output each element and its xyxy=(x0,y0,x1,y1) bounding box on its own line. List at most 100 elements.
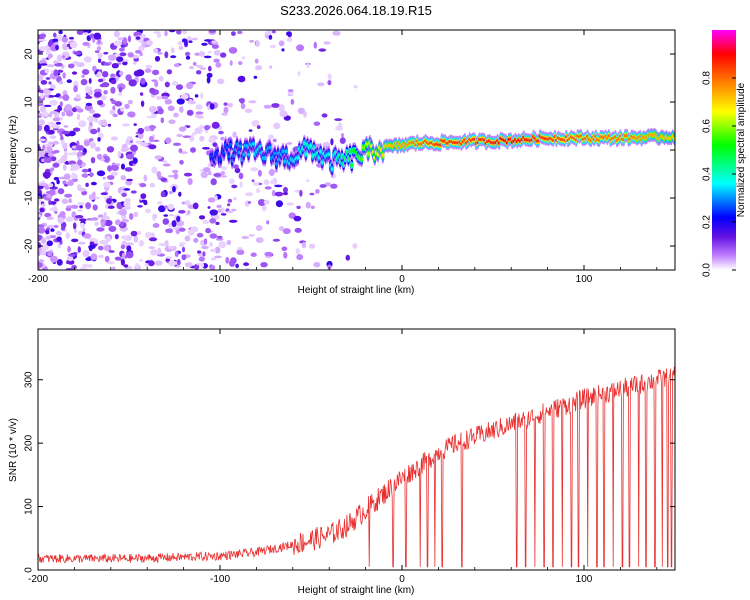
spectrogram-cell xyxy=(121,163,125,170)
spectrogram-cell xyxy=(56,54,63,62)
spectrogram-cell xyxy=(197,250,202,254)
snr-x-tick-label: 0 xyxy=(399,574,405,585)
spectrogram-cell xyxy=(45,229,50,235)
spectrogram-cell xyxy=(253,75,258,79)
spectrogram-cell xyxy=(108,61,112,65)
spectrogram-cell xyxy=(170,55,177,59)
spectrogram-ridge-cell xyxy=(348,149,352,154)
spectrogram-cell xyxy=(110,73,115,77)
spectrogram-cell xyxy=(47,152,54,157)
spectrogram-cell xyxy=(229,60,233,66)
spectrogram-cell xyxy=(101,119,108,127)
spectrogram-cell xyxy=(152,213,158,219)
spectrogram-cell xyxy=(148,260,155,267)
spectrogram-ridge-cell xyxy=(350,163,354,168)
spectrogram-cell xyxy=(208,171,212,176)
spectrogram-cell xyxy=(229,178,235,185)
spectrogram-cell xyxy=(68,160,77,165)
spectrogram-cell xyxy=(101,95,107,101)
snr-y-ticks: 0 100 200 300 xyxy=(24,371,675,573)
spectrogram-cell xyxy=(167,105,175,112)
spectrogram-cell xyxy=(38,103,43,107)
spectrogram-cell xyxy=(117,62,122,65)
spectrogram-cell xyxy=(55,44,59,51)
spectrogram-cell xyxy=(153,31,161,34)
spectrogram-cell xyxy=(175,84,184,90)
spectrogram-cell xyxy=(38,214,41,218)
spectrogram-cell xyxy=(152,69,160,76)
spectrogram-cell xyxy=(149,87,156,94)
spectrogram-cell xyxy=(42,110,48,117)
spectrogram-cell xyxy=(218,241,227,249)
spectrogram-cell xyxy=(164,99,172,105)
spectrogram-cell xyxy=(286,37,293,42)
spectrogram-cell xyxy=(120,175,127,181)
spectrogram-cell xyxy=(68,198,72,203)
spectrogram-cell xyxy=(148,135,154,143)
spectrogram-cell xyxy=(81,173,89,178)
spectrogram-cell xyxy=(66,255,74,262)
spectrogram-cell xyxy=(179,159,184,165)
spectrogram-cell xyxy=(310,205,315,209)
spectrogram-cell xyxy=(98,254,104,259)
spectrogram-cell xyxy=(114,101,123,107)
spectrogram-cell xyxy=(86,86,93,90)
spectrogram-cell xyxy=(249,40,255,43)
spectrogram-cell xyxy=(263,199,270,205)
spectrogram-cell xyxy=(116,202,122,209)
spectrogram-cell xyxy=(44,212,52,218)
snr-y-tick-label: 300 xyxy=(24,371,35,388)
spectrogram-cell xyxy=(178,126,187,132)
spectrogram-cell xyxy=(78,218,87,222)
spectrogram-cell xyxy=(188,40,193,43)
spectrogram-cell xyxy=(88,237,98,242)
spectrogram-cell xyxy=(133,211,139,218)
spectrogram-cell xyxy=(130,190,137,194)
colorbar-title: Normalized spectral amplitude xyxy=(736,82,747,217)
spectrogram-cell xyxy=(167,246,175,250)
spectrogram-cell xyxy=(214,195,218,202)
snr-x-tick-label: -100 xyxy=(210,574,230,585)
spectrogram-cell xyxy=(77,209,83,213)
spectrogram-cell xyxy=(124,167,133,172)
spectrogram-cell xyxy=(59,176,68,180)
snr-x-tick-label: -200 xyxy=(28,574,48,585)
spectrogram-cell xyxy=(293,215,302,222)
spectrogram-cell xyxy=(82,41,90,46)
spectrogram-cell xyxy=(139,258,144,262)
spectrogram-cell xyxy=(178,227,186,232)
spectrogram-cell xyxy=(82,250,90,258)
spectrogram-cell xyxy=(237,30,243,35)
spectrogram-cell xyxy=(49,110,58,115)
spectrogram-cell xyxy=(172,169,179,174)
spectrogram-cell xyxy=(226,239,232,246)
spectrogram-cell xyxy=(120,244,126,250)
spectrogram-cell xyxy=(110,79,117,85)
spectrogram-cell xyxy=(207,50,212,54)
spectrogram-cell xyxy=(77,241,86,245)
spectrogram-cell xyxy=(38,185,44,190)
spectrogram-cell xyxy=(327,80,332,86)
spectrogram-cell xyxy=(100,192,108,196)
spectrogram-cell xyxy=(330,183,338,189)
spectrogram-ridge-cell xyxy=(251,142,256,146)
spectrogram-cell xyxy=(120,258,125,266)
snr-series-line xyxy=(38,366,675,568)
snr-x-tick-label: 100 xyxy=(576,574,593,585)
spectrogram-cell xyxy=(236,249,245,255)
spectrogram-cell xyxy=(254,58,259,64)
spectrogram-cell xyxy=(181,254,187,261)
spectrogram-cell xyxy=(148,144,157,150)
spectrogram-cell xyxy=(118,47,125,52)
spectrogram-cell xyxy=(158,243,168,247)
spectrogram-cell xyxy=(339,137,346,145)
spectrogram-cell xyxy=(94,50,100,53)
spectrogram-cell xyxy=(164,30,168,37)
spectrogram-cell xyxy=(38,226,46,234)
spectrogram-cell xyxy=(173,112,179,118)
spectrogram-cell xyxy=(43,104,52,108)
spectrogram-cell xyxy=(201,42,208,46)
spectrogram-cell xyxy=(189,134,195,142)
spectrogram-cell xyxy=(177,41,184,46)
spectrogram-cell xyxy=(287,89,294,93)
